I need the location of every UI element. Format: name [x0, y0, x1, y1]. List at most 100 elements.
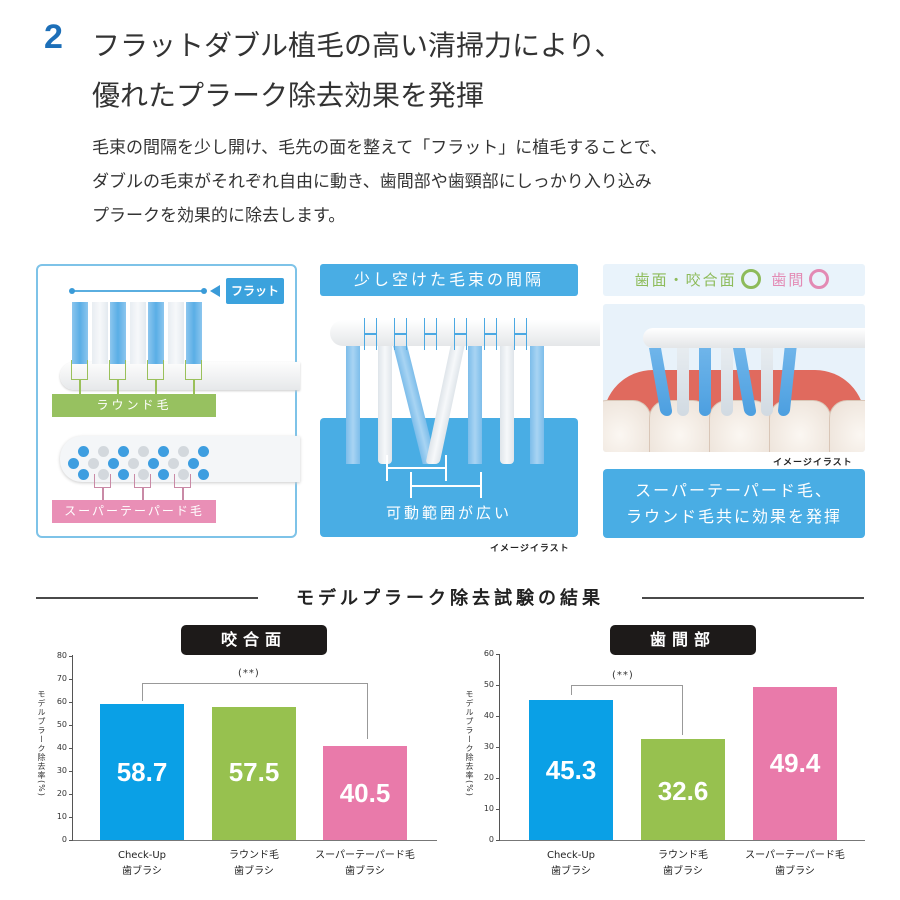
- spacing-title: 少し空けた毛束の間隔: [320, 264, 578, 296]
- bristle-dot-icon: [78, 469, 89, 480]
- section-title-line2: 優れたプラーク除去効果を発揮: [92, 79, 485, 112]
- bar-tapered: [753, 687, 837, 840]
- significance-bracket: [571, 685, 683, 686]
- bracket-icon: [185, 360, 202, 380]
- significance-label: (**): [238, 668, 260, 679]
- gap-marker: [496, 318, 497, 350]
- bristle-tuft-icon: [500, 346, 514, 464]
- section-number: 2: [44, 18, 63, 56]
- bar-checkup: [100, 704, 184, 840]
- category-line: ラウンド毛: [658, 850, 708, 861]
- bar-value: 49.4: [769, 748, 821, 778]
- y-tick: 30: [56, 766, 67, 775]
- tick-mark: [496, 809, 500, 810]
- flat-guide-dot: [201, 288, 207, 294]
- effect-title: 歯面・咬合面 歯間: [603, 264, 865, 296]
- tick-mark: [69, 679, 73, 680]
- bracket-icon: [147, 360, 164, 380]
- bristle-dot-icon: [198, 446, 209, 457]
- bristle-dot-icon: [198, 469, 209, 480]
- bristle-tuft-icon: [699, 348, 711, 416]
- bristle-tuft-icon: [130, 302, 146, 364]
- tick-mark: [496, 685, 500, 686]
- tick-mark: [69, 725, 73, 726]
- connector-line: [79, 380, 81, 394]
- tapered-bristle-tag: スーパーテーパード毛: [52, 500, 216, 523]
- bristle-dot-icon: [78, 446, 89, 457]
- circle-check-icon: [809, 269, 830, 289]
- tick-mark: [496, 654, 500, 655]
- bristle-dot-icon: [118, 469, 129, 480]
- bristle-dot-icon: [148, 458, 159, 469]
- y-tick: 60: [56, 697, 67, 706]
- divider: [642, 597, 864, 599]
- bristle-tuft-icon: [72, 302, 88, 364]
- arrow-left-icon: [210, 285, 220, 297]
- bracket-icon: [94, 474, 111, 488]
- significance-label: (**): [612, 670, 634, 681]
- gap-marker: [376, 318, 377, 350]
- range-tick: [480, 472, 482, 498]
- flat-tag: フラット: [226, 278, 284, 304]
- bristle-tuft-icon: [92, 302, 108, 364]
- range-tick: [410, 472, 412, 498]
- bristle-tuft-icon: [378, 346, 392, 464]
- effect-caption-line2: ラウンド毛共に効果を発揮: [625, 507, 842, 526]
- y-tick: 10: [483, 804, 494, 813]
- bristle-tuft-icon: [530, 346, 544, 464]
- tick-mark: [69, 817, 73, 818]
- tick-mark: [69, 771, 73, 772]
- y-tick: 20: [56, 789, 67, 798]
- y-tick: 20: [483, 773, 494, 782]
- gap-marker: [436, 318, 437, 350]
- effect-caption-box: スーパーテーパード毛、 ラウンド毛共に効果を発揮: [603, 469, 865, 538]
- bristle-dot-icon: [118, 446, 129, 457]
- category-label: スーパーテーパード毛 歯ブラシ: [310, 848, 420, 880]
- connector-line: [142, 488, 144, 500]
- surface-label: 歯面・咬合面: [634, 271, 737, 289]
- y-tick: 0: [488, 835, 494, 844]
- image-note: イメージイラスト: [490, 544, 570, 554]
- double-arrow-icon: [387, 467, 445, 469]
- tick-mark: [69, 702, 73, 703]
- bristle-tuft-icon: [186, 302, 202, 364]
- connector-line: [182, 488, 184, 500]
- bar-value: 58.7: [116, 757, 168, 787]
- bristle-tuft-icon: [761, 348, 773, 416]
- gap-marker: [466, 318, 467, 350]
- significance-bracket: [142, 683, 368, 684]
- teeth-brushing-illustration: [603, 304, 865, 452]
- bristle-dot-icon: [138, 446, 149, 457]
- connector-line: [155, 380, 157, 394]
- section-title-line1: フラットダブル植毛の高い清掃力により、: [92, 29, 623, 62]
- bracket-icon: [109, 360, 126, 380]
- toothbrush-illustration: [643, 328, 865, 348]
- double-arrow-icon: [411, 485, 480, 487]
- connector-line: [193, 380, 195, 394]
- y-tick: 0: [61, 835, 67, 844]
- category-label: ラウンド毛 歯ブラシ: [628, 848, 738, 880]
- gap-marker: [406, 318, 407, 350]
- connector-line: [117, 380, 119, 394]
- category-line: 歯ブラシ: [122, 866, 162, 877]
- category-line: Check-Up: [546, 850, 596, 861]
- tick-mark: [496, 778, 500, 779]
- bar-value: 40.5: [339, 778, 391, 808]
- y-tick: 80: [56, 651, 67, 660]
- tick-mark: [496, 747, 500, 748]
- bristle-dot-icon: [188, 458, 199, 469]
- gap-marker: [526, 318, 527, 350]
- chart-title-badge: 咬合面: [181, 625, 327, 655]
- gap-arrow-icon: [394, 333, 406, 335]
- bristle-tuft-icon: [346, 346, 360, 464]
- y-axis-label: モデルプラーク除去率(%): [37, 690, 46, 797]
- category-line: 歯ブラシ: [234, 866, 274, 877]
- significance-bracket: [571, 685, 572, 695]
- tick-mark: [496, 716, 500, 717]
- bristle-dot-icon: [168, 458, 179, 469]
- category-line: 歯ブラシ: [345, 866, 385, 877]
- bristle-dot-icon: [138, 469, 149, 480]
- bristle-tuft-icon: [468, 346, 482, 464]
- tick-mark: [69, 794, 73, 795]
